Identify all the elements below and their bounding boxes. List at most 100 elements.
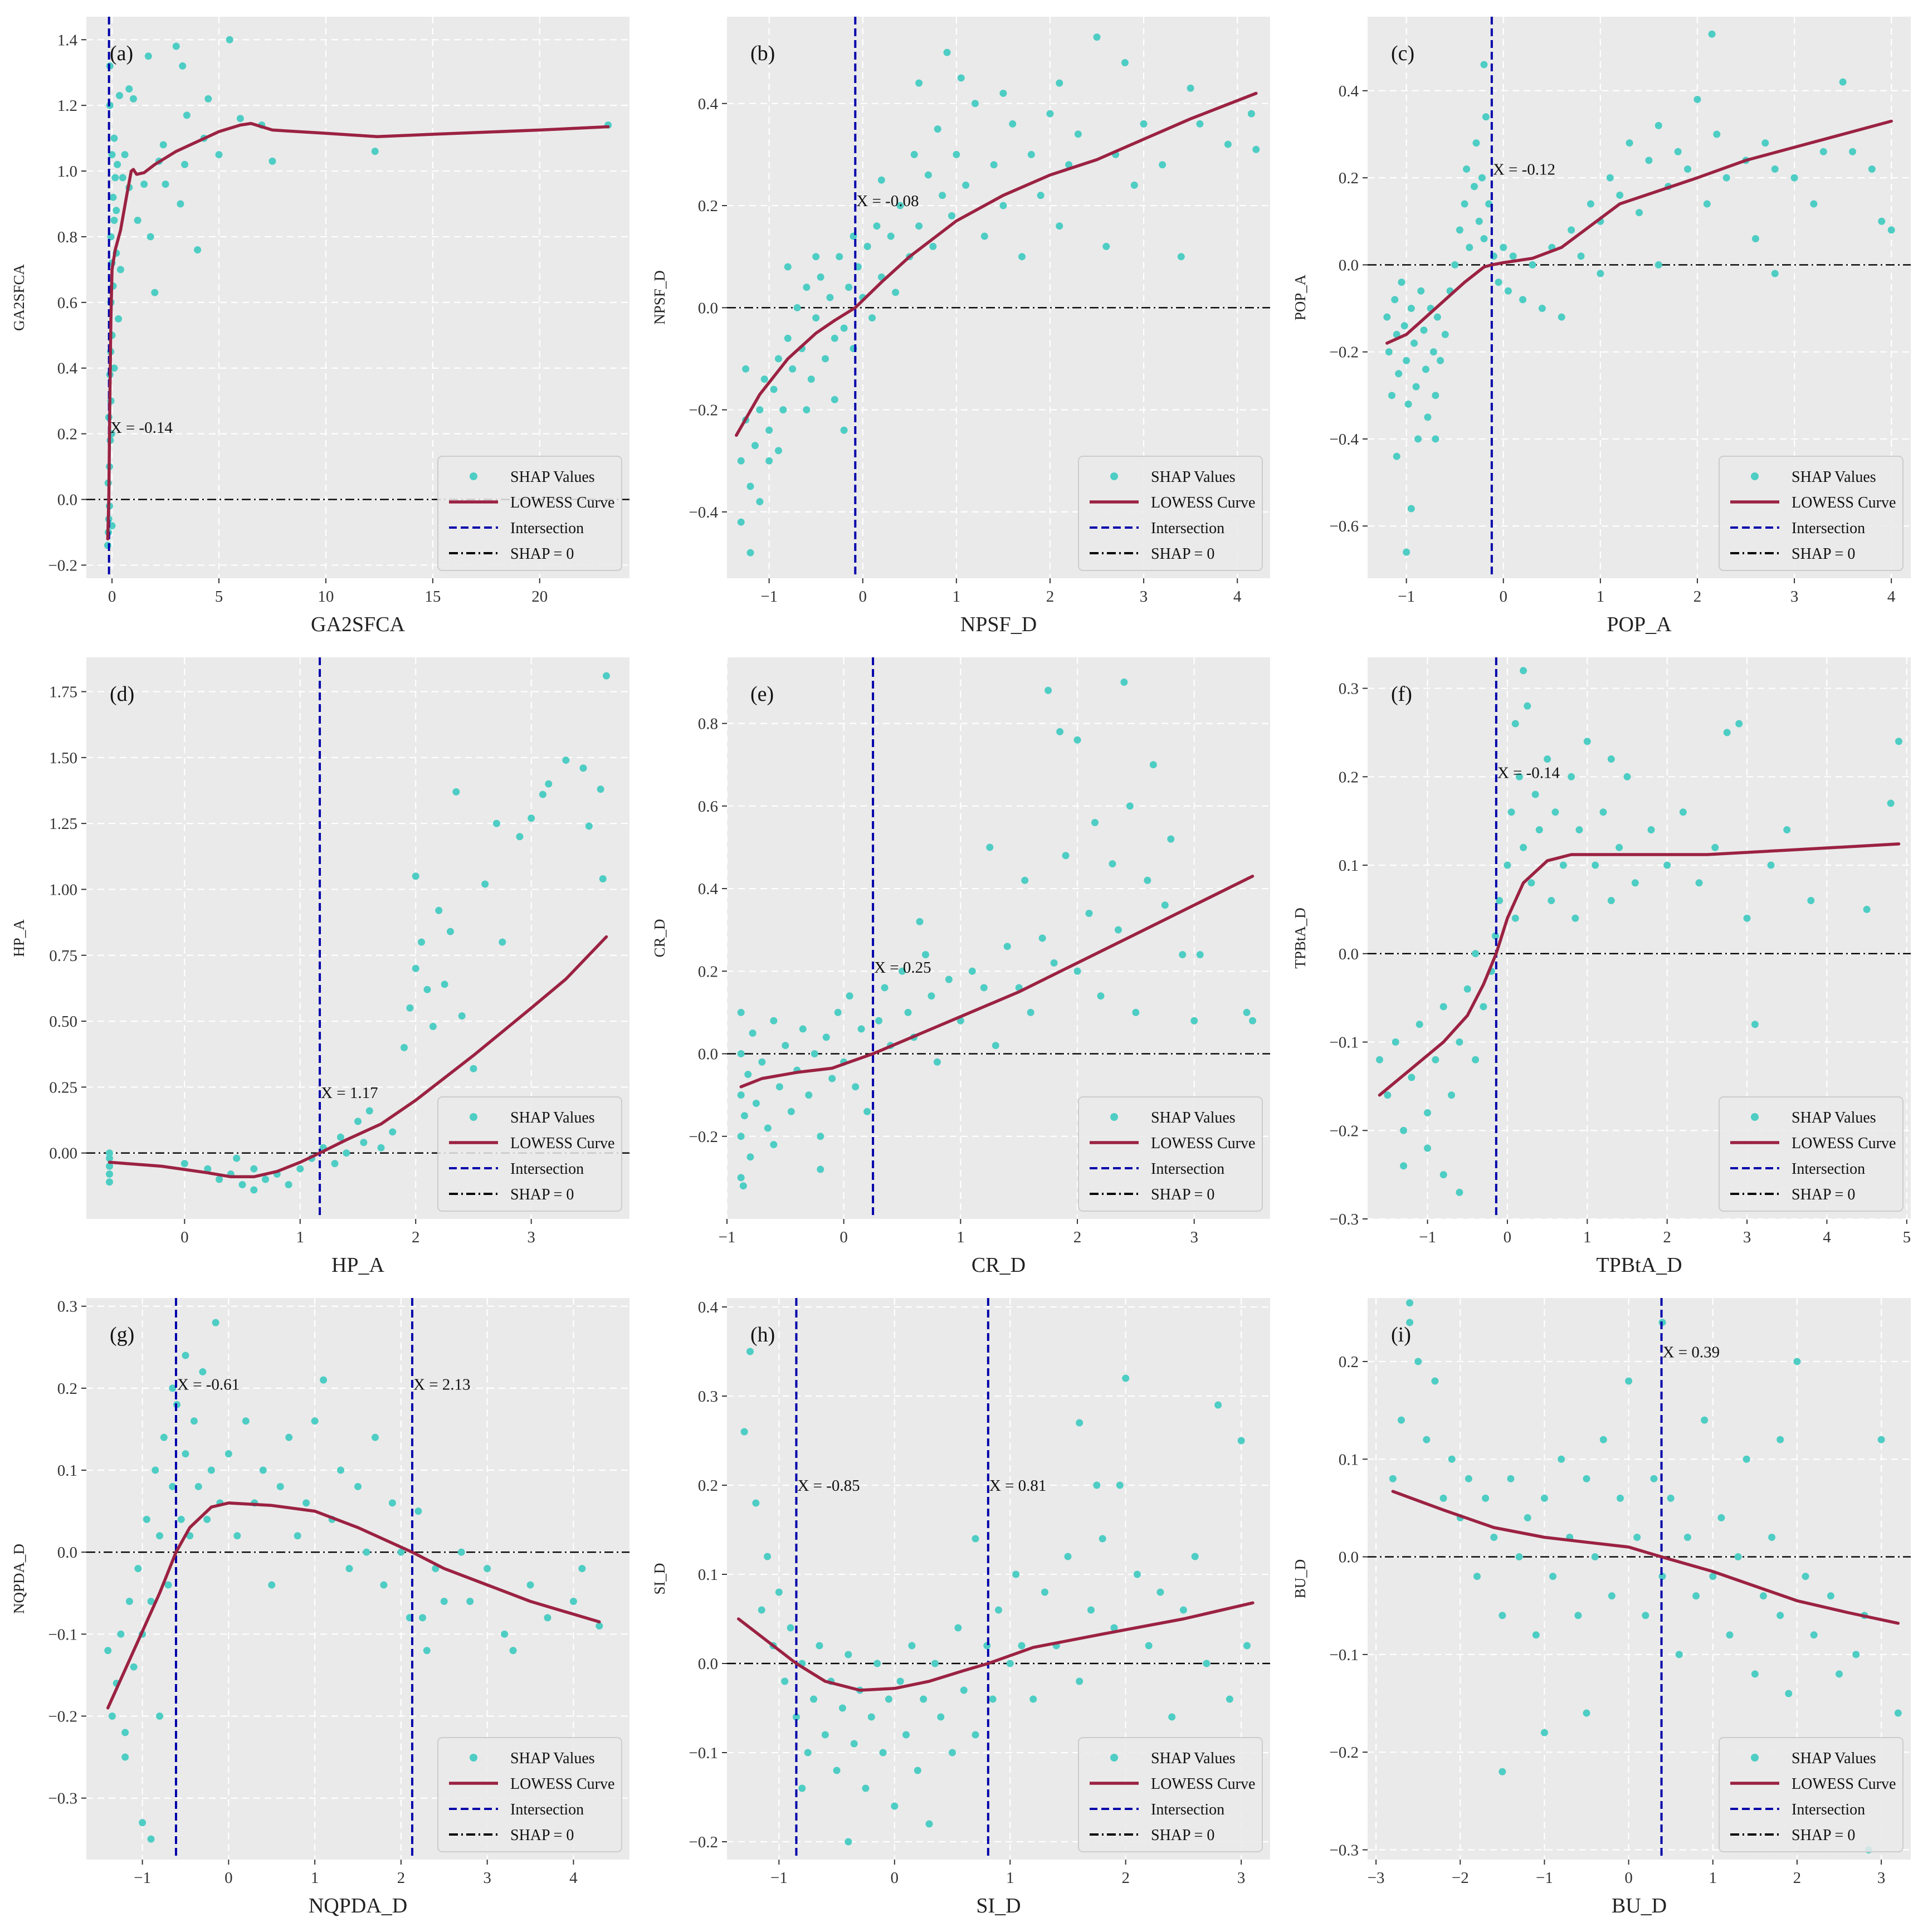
x-tick-label: 20 (531, 588, 548, 606)
shap-point (1404, 400, 1412, 408)
shap-point (1544, 755, 1551, 763)
shap-point (822, 355, 829, 363)
shap-point (1403, 548, 1410, 556)
shap-point (1519, 296, 1527, 304)
shap-point (1140, 120, 1148, 128)
legend-label: Intersection (510, 1160, 584, 1178)
shap-point (737, 457, 745, 465)
shap-point (1675, 1651, 1683, 1658)
shap-point (929, 242, 937, 250)
shap-point (1431, 1377, 1439, 1385)
shap-point (435, 906, 443, 914)
shap-point (1515, 773, 1523, 780)
shap-point (1473, 1573, 1481, 1580)
x-axis-label: BU_D (1612, 1894, 1667, 1918)
shap-point (945, 975, 953, 983)
y-tick-label: 0.2 (57, 1380, 77, 1398)
shap-point (1196, 120, 1204, 128)
shap-point (811, 1050, 818, 1058)
plot-area (86, 1298, 629, 1860)
legend-marker-shap (470, 1754, 477, 1762)
shap-point (250, 1165, 258, 1173)
intersection-label: X = 2.13 (413, 1376, 471, 1394)
shap-point (896, 202, 904, 209)
shap-point (899, 967, 906, 975)
shap-point (242, 1417, 250, 1425)
shap-point (1540, 1494, 1548, 1502)
shap-point (863, 242, 871, 250)
shap-point (1500, 243, 1507, 251)
shap-point (1110, 1624, 1118, 1632)
shap-point (190, 1417, 198, 1425)
shap-point (756, 498, 764, 506)
y-tick-label: 0.6 (698, 798, 718, 816)
shap-point (1597, 270, 1604, 277)
shap-point (1384, 1091, 1392, 1099)
shap-point (1583, 738, 1591, 745)
shap-point (1703, 200, 1711, 208)
shap-point (1085, 910, 1093, 918)
shap-point (1099, 1535, 1106, 1543)
panel-label: (f) (1391, 682, 1412, 706)
shap-point (1406, 1299, 1414, 1307)
y-tick-label: 0.8 (698, 715, 718, 733)
x-tick-label: 5 (1903, 1228, 1911, 1246)
shap-point (1041, 1588, 1048, 1596)
shap-point (742, 365, 750, 373)
shap-point (412, 964, 419, 972)
legend-label: LOWESS Curve (510, 494, 614, 511)
y-tick-label: 0.1 (1339, 857, 1359, 875)
shap-point (113, 207, 120, 214)
shap-point (793, 304, 801, 311)
legend-label: Intersection (1792, 520, 1865, 537)
shap-point (1722, 174, 1730, 182)
x-tick-label: 1 (1583, 1228, 1592, 1246)
x-axis-label: NPSF_D (960, 613, 1037, 636)
shap-point (764, 1124, 772, 1132)
shap-point (1819, 148, 1827, 155)
shap-point (920, 1695, 928, 1703)
y-tick-label: −0.3 (1329, 1211, 1359, 1228)
y-tick-label: 0.50 (49, 1013, 77, 1031)
legend-box (437, 456, 622, 571)
shap-point (105, 1170, 113, 1178)
y-tick-label: 0.1 (57, 1462, 77, 1480)
shap-point (1599, 1436, 1607, 1443)
shap-point (116, 266, 124, 274)
shap-point (822, 1033, 830, 1041)
y-tick-label: −0.1 (48, 1626, 77, 1643)
shap-point (774, 355, 782, 363)
shap-point (739, 1182, 747, 1190)
shap-point (156, 1712, 164, 1720)
shap-point (756, 406, 764, 414)
shap-point (1385, 348, 1393, 356)
y-tick-label: 0.8 (57, 228, 77, 246)
legend-label: SHAP = 0 (510, 1186, 574, 1203)
x-tick-label: 2 (1663, 1228, 1671, 1246)
shap-point (1480, 1003, 1487, 1011)
x-tick-label: 2 (1793, 1869, 1802, 1887)
x-tick-label: 5 (215, 588, 223, 606)
legend-label: SHAP = 0 (510, 545, 574, 563)
shap-point (110, 216, 118, 224)
shap-point (1636, 209, 1643, 217)
shap-point (603, 672, 611, 680)
legend-label: SHAP = 0 (1151, 1186, 1214, 1203)
y-tick-label: 0.2 (1339, 1353, 1359, 1371)
shap-point (365, 1107, 373, 1115)
shap-point (931, 1660, 939, 1667)
shap-point (1463, 165, 1471, 173)
shap-point (1224, 140, 1232, 148)
shap-point (1482, 113, 1490, 121)
shap-point (1456, 1038, 1463, 1046)
shap-point (441, 980, 448, 988)
chart-panel-2: −1 0 1 2 3 4 −0.4 −0.2 0.0 0.2 0.4 X = -0.08 (b) NPSF… (651, 17, 1270, 636)
shap-point (737, 1091, 745, 1099)
shap-point (1751, 1670, 1759, 1678)
legend: SHAP Values LOWESS Curve Intersection SHAP … (437, 1737, 622, 1852)
shap-point (1074, 130, 1082, 138)
shap-point (1471, 183, 1478, 191)
shap-point (1654, 261, 1662, 269)
legend-marker-shap (1751, 472, 1759, 480)
legend-marker-shap (1110, 1754, 1118, 1762)
